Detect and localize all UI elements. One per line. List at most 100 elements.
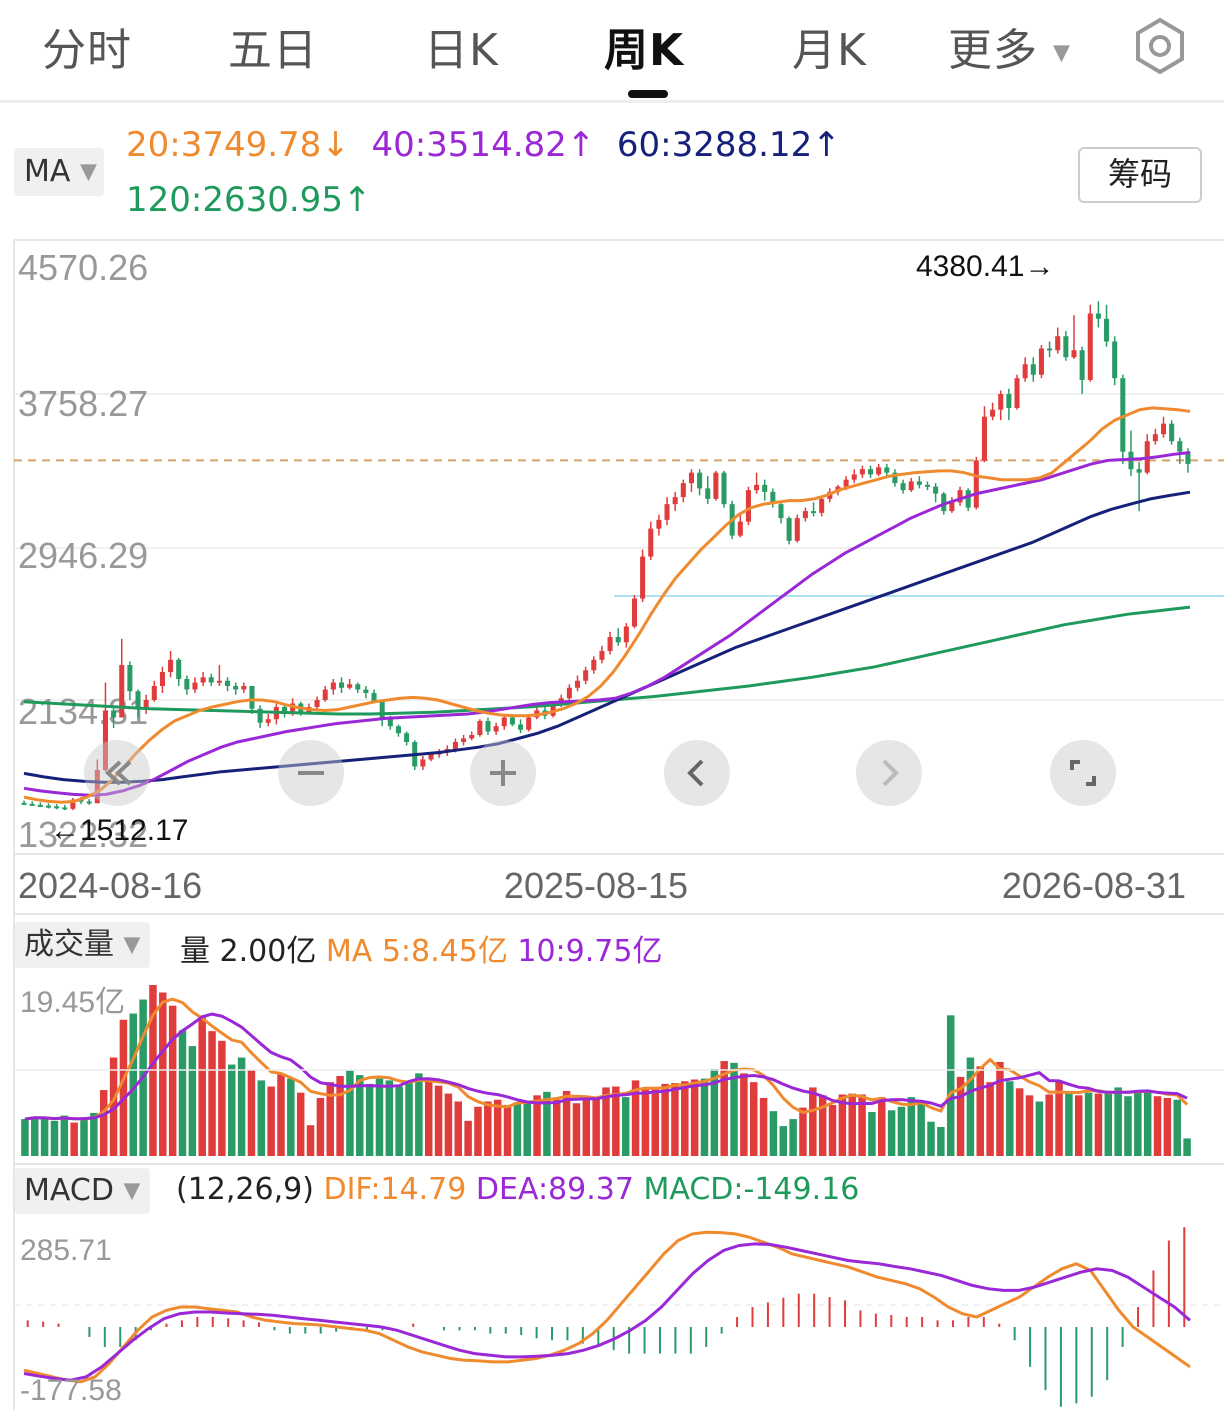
prev-icon[interactable] (664, 740, 730, 806)
ma60-line (23, 490, 1191, 784)
volume-bar (858, 1094, 866, 1156)
tab-monthly-k[interactable]: 月K (792, 25, 867, 76)
volume-bar (356, 1075, 364, 1156)
chip-distribution-button[interactable]: 筹码 (1078, 147, 1202, 203)
candle (501, 717, 507, 727)
macd-dif-value: DIF:14.79 (323, 1172, 467, 1207)
volume-bar (1015, 1088, 1024, 1156)
volume-bar (868, 1112, 876, 1156)
volume-bar (109, 1057, 118, 1156)
volume-bar (838, 1094, 847, 1156)
volume-bar (424, 1081, 433, 1156)
volume-bar (444, 1093, 453, 1156)
rewind-icon[interactable] (84, 740, 150, 806)
candle (314, 699, 320, 707)
candle (631, 598, 638, 627)
chevron-down-icon: ▼ (123, 1178, 141, 1204)
volume-bar (769, 1111, 778, 1156)
candle (1055, 336, 1061, 351)
candle (29, 803, 35, 806)
fullscreen-icon[interactable] (1050, 740, 1116, 806)
zoom-in-icon[interactable] (470, 740, 536, 806)
x-tick-label: 2024-08-16 (18, 865, 202, 906)
volume-bar (60, 1115, 69, 1156)
candle (387, 719, 393, 727)
macd-dea-value: DEA:89.37 (475, 1172, 634, 1207)
volume-bar (749, 1082, 758, 1156)
candle (37, 804, 43, 807)
volume-bar (1173, 1099, 1181, 1156)
candle (355, 684, 361, 690)
volume-bar (976, 1066, 984, 1156)
volume-bar (681, 1081, 689, 1156)
macd-dea-line (23, 1242, 1191, 1382)
settings-icon[interactable] (1130, 16, 1190, 76)
ma-selector[interactable]: MA ▼ (14, 148, 104, 196)
x-tick-label: 2025-08-15 (504, 865, 688, 906)
candle (363, 689, 369, 694)
y-tick-label: 1322.32 (18, 814, 148, 855)
volume-bar (818, 1095, 827, 1156)
candle (62, 807, 68, 810)
candle (762, 484, 768, 492)
volume-bar (346, 1070, 354, 1156)
candle (176, 659, 182, 680)
macd-selector[interactable]: MACD ▼ (14, 1168, 151, 1214)
volume-bar (336, 1075, 344, 1156)
volume-bar (1183, 1138, 1191, 1156)
candle (21, 802, 27, 805)
volume-bar (415, 1073, 423, 1156)
candle (843, 479, 849, 487)
volume-bar (1074, 1095, 1083, 1156)
candle (786, 518, 792, 541)
candle (591, 659, 597, 671)
candle (249, 686, 255, 709)
candle (811, 511, 817, 514)
max-price-label: 4380.41→ (916, 250, 1054, 283)
candle (623, 626, 629, 643)
volume-bar (503, 1105, 512, 1156)
tab-intraday[interactable]: 分时 (42, 25, 132, 76)
volume-bar (395, 1086, 403, 1156)
volume-bar (1124, 1096, 1132, 1156)
volume-bar (799, 1107, 807, 1156)
candle (916, 481, 922, 485)
candle (697, 472, 703, 489)
candle (1120, 378, 1126, 452)
candle (688, 472, 694, 484)
volume-bar (641, 1089, 650, 1156)
volume-bar (168, 1005, 177, 1156)
candle (615, 637, 621, 643)
next-icon[interactable] (856, 740, 922, 806)
zoom-out-icon[interactable] (278, 740, 344, 806)
volume-bar (119, 1019, 128, 1156)
candle (859, 469, 865, 475)
candle (168, 659, 174, 673)
ma120-arrow-icon: ↑ (342, 180, 372, 220)
candle (94, 769, 100, 804)
candle (1014, 378, 1020, 408)
tab-daily-k[interactable]: 日K (424, 25, 499, 76)
candle (965, 490, 971, 508)
volume-bar (1065, 1090, 1073, 1156)
volume-bar (99, 1090, 108, 1156)
candle (338, 682, 345, 688)
candle (607, 637, 613, 652)
tab-weekly-k[interactable]: 周K (604, 25, 685, 76)
tab-five-day[interactable]: 五日 (228, 25, 318, 76)
volume-value: 量 2.00亿 (180, 934, 317, 969)
candle (1095, 313, 1101, 319)
volume-bar (365, 1083, 374, 1156)
candle (745, 490, 751, 522)
candle (241, 686, 247, 690)
volume-bar (228, 1064, 236, 1156)
volume-selector[interactable]: 成交量 ▼ (14, 922, 151, 968)
volume-bar (1094, 1093, 1103, 1156)
candle (200, 677, 206, 683)
candle (225, 680, 231, 687)
ma40-arrow-icon: ↑ (566, 125, 596, 165)
volume-bar (70, 1122, 78, 1156)
candle (672, 497, 678, 505)
tab-more[interactable]: 更多 ▼ (948, 14, 1071, 78)
